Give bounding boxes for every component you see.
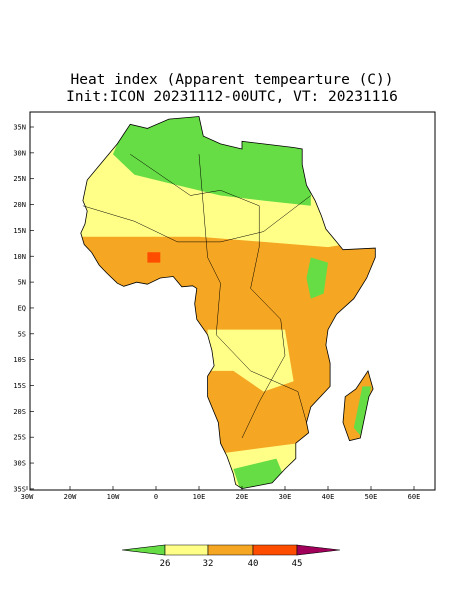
- lat-label: 10S: [13, 356, 26, 364]
- colorbar-segment: [207, 544, 254, 556]
- field-green-mad: [353, 386, 371, 438]
- lat-label: 35S: [13, 485, 26, 493]
- coastline-madagascar: [342, 369, 374, 442]
- map-frame: [29, 111, 436, 491]
- lon-label: 20E: [236, 493, 249, 501]
- title: Heat index (Apparent tempearture (C)): [70, 72, 393, 88]
- colorbar-label: 32: [203, 559, 214, 569]
- lon-label: 60E: [408, 493, 421, 501]
- border: [198, 154, 307, 423]
- lat-label: 15S: [13, 382, 26, 390]
- lon-label: 40E: [322, 493, 335, 501]
- colorbar-segment: [296, 544, 341, 556]
- border: [130, 153, 286, 439]
- lat-label: 20N: [13, 201, 26, 209]
- lat-label: 30N: [13, 149, 26, 157]
- map: [80, 116, 376, 490]
- lon-label: 30E: [279, 493, 292, 501]
- colorbar-segment: [164, 544, 209, 556]
- field-yellow-south: [207, 329, 294, 392]
- lat-label: 5S: [18, 330, 26, 338]
- lat-label: 25S: [13, 434, 26, 442]
- border: [82, 195, 311, 243]
- lat-label: 5N: [18, 279, 26, 287]
- lon-label: 10E: [193, 493, 206, 501]
- lon-label: 0: [154, 493, 158, 501]
- lat-label: 15N: [13, 227, 26, 235]
- lon-label: 10W: [107, 493, 120, 501]
- lat-label: 30S: [13, 460, 26, 468]
- colorbar-label: 26: [160, 559, 171, 569]
- heat-field: [80, 116, 376, 489]
- lon-label: 30W: [21, 493, 34, 501]
- lon-label: 20W: [64, 493, 77, 501]
- colorbar: 26 32 40 45: [121, 544, 341, 569]
- lat-label: 35N: [13, 124, 26, 132]
- field-red: [147, 252, 161, 263]
- lat-label: EQ: [18, 304, 26, 312]
- field-green-tip: [233, 458, 285, 489]
- colorbar-segment: [121, 544, 166, 556]
- lat-label: 25N: [13, 175, 26, 183]
- colorbar-label: 40: [248, 559, 259, 569]
- lat-label: 20S: [13, 408, 26, 416]
- coastline: [80, 116, 376, 490]
- subtitle: Init:ICON 20231112-00UTC, VT: 20231116: [66, 89, 398, 105]
- colorbar-label: 45: [292, 559, 303, 569]
- colorbar-segment: [252, 544, 298, 556]
- field-green-east: [306, 257, 328, 299]
- lat-label: 10N: [13, 253, 26, 261]
- lon-label: 50E: [365, 493, 378, 501]
